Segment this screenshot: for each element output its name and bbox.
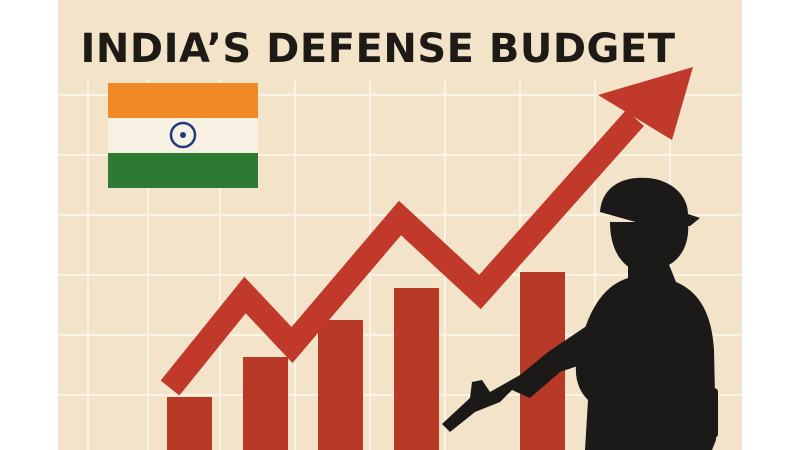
trend-arrow	[160, 67, 693, 396]
title: INDIA’S DEFENSE BUDGET	[81, 26, 676, 72]
soldier-silhouette	[442, 177, 718, 450]
flag	[108, 83, 258, 188]
bars	[167, 272, 565, 450]
